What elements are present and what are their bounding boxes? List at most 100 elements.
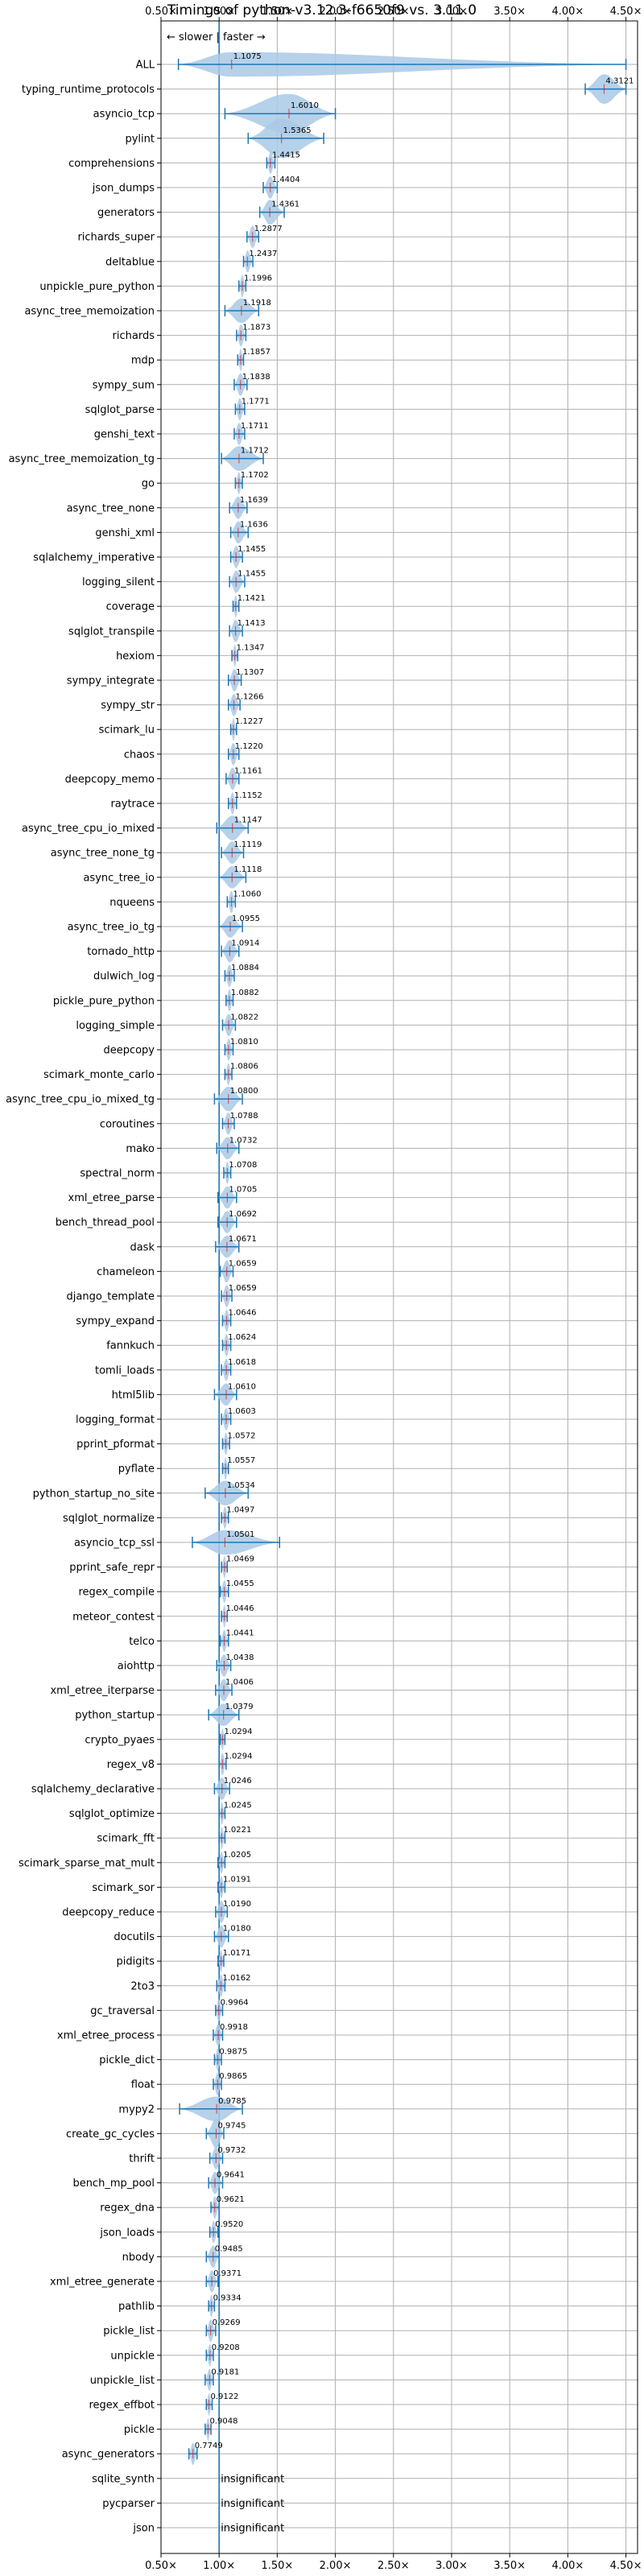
benchmark-label: sympy_integrate (67, 675, 155, 687)
value-label: 1.5365 (283, 126, 312, 135)
value-label: 0.9745 (218, 2121, 246, 2130)
benchmark-label: xml_etree_process (57, 2030, 155, 2042)
value-label: 1.0800 (230, 1087, 258, 1096)
value-label: 1.0245 (224, 1802, 252, 1810)
benchmark-label: async_tree_memoization_tg (9, 453, 155, 465)
x-tick-label-bottom: 3.50× (493, 2560, 526, 2572)
x-tick-label-top: 2.50× (378, 6, 410, 18)
benchmark-label: richards (113, 330, 155, 342)
value-label: 0.9875 (219, 2048, 247, 2057)
benchmark-label: unpickle_pure_python (39, 281, 155, 293)
benchmark-label: python_startup (75, 1710, 155, 1722)
value-label: 0.9520 (215, 2220, 243, 2229)
value-label: 1.1996 (244, 274, 272, 283)
benchmark-label: async_tree_none (67, 502, 155, 514)
benchmark-label: unpickle (110, 2350, 155, 2362)
benchmark-label: bench_mp_pool (72, 2178, 155, 2190)
value-label: 1.0788 (230, 1112, 258, 1121)
benchmark-label: python_startup_no_site (33, 1488, 155, 1500)
benchmark-label: sqlalchemy_imperative (33, 552, 155, 564)
value-label: 1.0572 (227, 1432, 255, 1441)
value-label: 1.1455 (237, 545, 266, 554)
benchmark-label: pathlib (118, 2301, 155, 2313)
value-label: 0.9621 (217, 2195, 245, 2204)
benchmark-label: deltablue (105, 256, 155, 268)
value-label: 1.1220 (235, 742, 263, 751)
value-label: 1.1838 (242, 373, 270, 382)
value-label: 0.9964 (221, 1998, 249, 2007)
benchmark-label: mdp (131, 355, 155, 367)
benchmark-label: sqlalchemy_declarative (31, 1784, 155, 1796)
value-label: 1.1636 (240, 520, 268, 529)
benchmark-label: sqlglot_optimize (69, 1808, 155, 1820)
value-label: 1.6010 (291, 101, 319, 110)
benchmark-label: chaos (124, 749, 155, 761)
value-label: 0.9865 (219, 2072, 247, 2081)
benchmark-label: tomli_loads (95, 1364, 155, 1377)
benchmark-label: scimark_fft (97, 1833, 155, 1845)
benchmark-label: mypy2 (118, 2103, 155, 2116)
value-label: 1.0810 (230, 1038, 258, 1046)
benchmark-label: bench_thread_pool (56, 1217, 155, 1229)
value-label: 1.1347 (237, 643, 265, 652)
benchmark-label: nbody (122, 2252, 155, 2264)
benchmark-label: pprint_safe_repr (69, 1562, 155, 1574)
benchmark-label: pickle_list (103, 2326, 155, 2338)
value-label: 1.1421 (237, 594, 266, 603)
benchmark-label: logging_simple (76, 1020, 155, 1032)
benchmark-label: ALL (136, 60, 155, 72)
benchmark-label: sqlglot_transpile (68, 625, 155, 638)
benchmark-label: comprehensions (68, 158, 155, 170)
x-tick-label-bottom: 0.50× (145, 2560, 177, 2572)
value-label: 1.1455 (237, 570, 266, 579)
value-label: 0.9122 (211, 2392, 239, 2401)
value-label: 0.9048 (209, 2417, 237, 2426)
value-label: 0.9732 (217, 2146, 246, 2155)
value-label: 1.0882 (231, 989, 259, 997)
benchmark-label: xml_etree_generate (50, 2277, 155, 2289)
benchmark-label: genshi_xml (95, 527, 155, 539)
benchmark-label: scimark_sor (92, 1882, 155, 1894)
value-label: 1.0603 (228, 1407, 256, 1416)
benchmark-label: logging_format (76, 1414, 155, 1426)
benchmark-label: asyncio_tcp (93, 109, 155, 121)
value-label: 1.0294 (224, 1752, 252, 1761)
benchmark-label: regex_dna (100, 2202, 155, 2215)
benchmark-label: crypto_pyaes (85, 1734, 155, 1746)
x-tick-label-bottom: 4.00× (551, 2560, 584, 2572)
benchmark-label: pylint (125, 133, 155, 145)
benchmark-label: asyncio_tcp_ssl (74, 1538, 155, 1550)
value-label: 1.0205 (223, 1851, 251, 1860)
benchmark-label: sympy_str (101, 700, 155, 712)
value-label: 1.0610 (228, 1382, 256, 1391)
benchmark-label: nqueens (109, 897, 155, 909)
value-label: 1.1413 (237, 619, 266, 628)
value-label: 1.0455 (226, 1579, 254, 1588)
benchmark-label: pidigits (117, 1956, 155, 1968)
value-label: 1.0705 (229, 1186, 257, 1195)
value-label: 1.0806 (230, 1063, 258, 1071)
value-label: 1.1712 (241, 447, 269, 456)
value-label: 0.9371 (213, 2269, 242, 2278)
benchmark-label: regex_effbot (89, 2400, 155, 2412)
benchmark-label: json (132, 2523, 155, 2535)
benchmark-label: go (142, 478, 155, 490)
value-label: 1.0822 (230, 1013, 258, 1022)
benchmark-label: json_loads (99, 2227, 155, 2239)
x-tick-label-bottom: 2.00× (320, 2560, 352, 2572)
value-label: 1.0446 (226, 1604, 254, 1613)
value-label: 1.0246 (224, 1777, 252, 1785)
benchmark-label: xml_etree_parse (68, 1192, 155, 1204)
x-tick-label-bottom: 2.50× (378, 2560, 410, 2572)
value-label: 1.0438 (226, 1653, 254, 1662)
x-tick-label-top: 1.00× (203, 6, 235, 18)
value-label: 1.1711 (241, 422, 269, 431)
value-label: 1.0191 (223, 1875, 251, 1884)
value-label: 0.9918 (220, 2023, 248, 2032)
value-label: 1.0294 (224, 1728, 252, 1736)
benchmark-label: pickle (124, 2424, 155, 2436)
violin-marks: 1.1075 4.3121 1.6010 1.5365 1.4415 1.4404 1.43… (177, 21, 634, 2553)
benchmark-label: sqlglot_normalize (63, 1513, 155, 1525)
benchmark-label: sympy_sum (93, 379, 155, 391)
benchmark-label: spectral_norm (80, 1168, 155, 1180)
